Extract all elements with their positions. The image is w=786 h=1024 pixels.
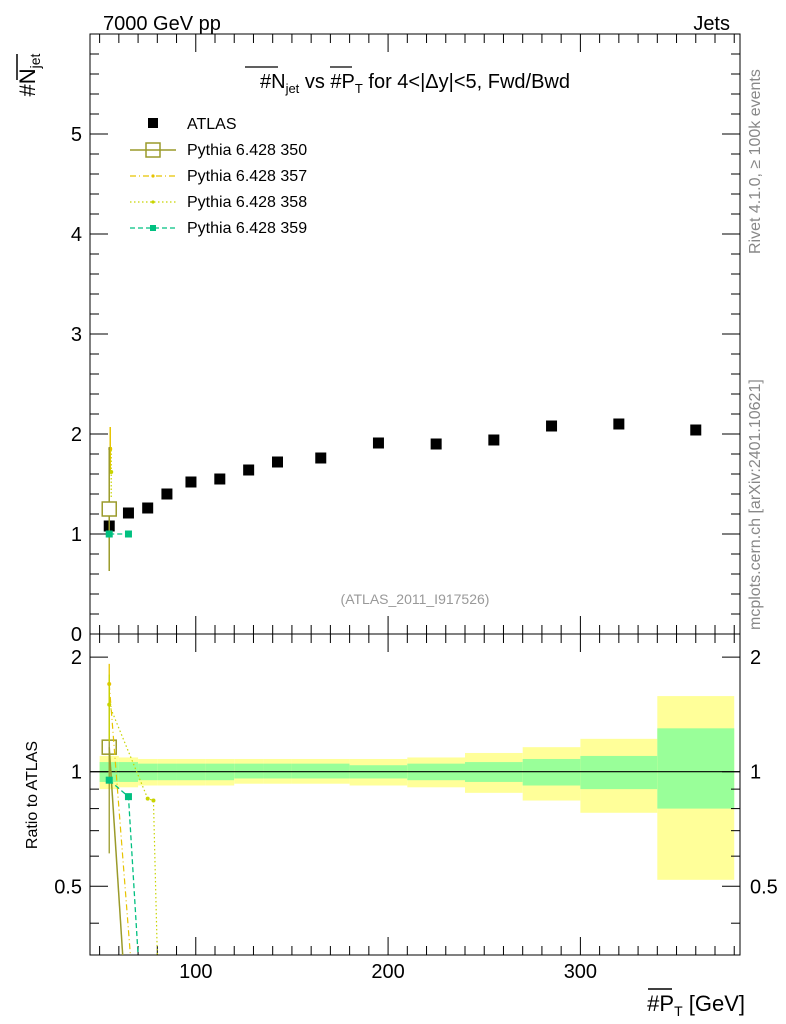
x-tick-label: 200 (371, 961, 404, 983)
atlas-data-point (243, 464, 255, 476)
ratio-y-tick-label-right: 0.5 (750, 876, 778, 898)
ratio-y-tick-label: 0.5 (54, 876, 82, 898)
atlas-data-point (122, 507, 134, 519)
pythia-350-point (101, 501, 117, 517)
main-y-axis: 1 2 3 4 5 0 (71, 33, 740, 646)
side-label-top: Rivet 4.1.0, ≥ 100k events (747, 69, 764, 254)
plot-title-part-2: jet (285, 81, 300, 96)
y-tick-label: 4 (71, 224, 82, 246)
ratio-y-tick-label: 1 (71, 762, 82, 784)
pythia-359-point (124, 530, 132, 538)
legend-label-359: Pythia 6.428 359 (187, 220, 307, 237)
atlas-data-point (613, 418, 625, 430)
ratio-y-axis-label: Ratio to ATLAS (24, 741, 41, 849)
uncertainty-band-inner (263, 763, 292, 779)
atlas-data-point (142, 502, 154, 514)
legend-marker-350 (145, 142, 161, 158)
atlas-data-point (372, 437, 384, 449)
plot-title-part-3: vs #P (299, 71, 355, 93)
atlas-data-point (214, 473, 226, 485)
legend-label-358: Pythia 6.428 358 (187, 194, 307, 211)
uncertainty-band-inner (657, 728, 735, 809)
atlas-data-point (690, 424, 702, 436)
x-axis-label-sub: T (674, 1003, 683, 1019)
plot-title-part-5: for 4<|Δy|<5, Fwd/Bwd (363, 71, 570, 93)
x-axis-label-main: #P (647, 991, 674, 1016)
ratio-point-358 (107, 702, 112, 707)
main-y-axis-label: #Njet (15, 53, 43, 96)
y-tick-label-zero: 0 (71, 624, 82, 646)
main-y-axis-label-main: #N (15, 68, 40, 96)
header-left: 7000 GeV pp (103, 13, 221, 35)
legend-label-350: Pythia 6.428 350 (187, 142, 307, 159)
pythia-359-point (105, 530, 113, 538)
ratio-line-358 (108, 704, 158, 956)
atlas-data-point (430, 438, 442, 450)
legend-marker-358 (151, 200, 155, 204)
legend-marker-359 (150, 225, 156, 231)
plot-title-part-1: #N (260, 71, 286, 93)
ratio-line-357 (108, 683, 131, 956)
analysis-id: (ATLAS_2011_I917526) (341, 591, 490, 607)
main-y-axis-label-sub: jet (27, 53, 43, 69)
legend-label-atlas: ATLAS (187, 116, 237, 133)
pythia-358-point (109, 470, 114, 474)
ratio-plot-panel: 0.5 0.5 1 1 2 2 100 200 300 Ratio to ATLAS #PT [… (24, 633, 778, 1019)
x-tick-label: 300 (564, 961, 597, 983)
ratio-point-359 (105, 776, 113, 784)
x-axis-label: #PT [GeV] (647, 991, 745, 1019)
x-tick-label: 100 (179, 961, 212, 983)
atlas-data-point (488, 434, 500, 446)
uncertainty-band-inner (291, 763, 350, 779)
ratio-y-tick-label: 2 (71, 647, 82, 669)
header-right: Jets (693, 13, 730, 35)
atlas-data-point (185, 476, 197, 488)
legend-marker-357 (151, 174, 155, 178)
uncertainty-band-inner (580, 755, 658, 790)
uncertainty-band-inner (234, 763, 264, 779)
ratio-point-358 (145, 796, 150, 801)
legend: ATLAS Pythia 6.428 350 Pythia 6.428 357 … (130, 116, 307, 237)
x-axis-label-unit: [GeV] (683, 991, 745, 1016)
atlas-data-point (161, 488, 173, 500)
plot-title-part-4: T (355, 81, 363, 96)
y-tick-label: 2 (71, 424, 82, 446)
ratio-y-tick-label-right: 2 (750, 647, 761, 669)
ratio-point-359 (124, 793, 132, 801)
y-tick-label: 5 (71, 124, 82, 146)
legend-marker-atlas (148, 118, 158, 128)
atlas-data-point (315, 452, 327, 464)
ratio-point-358 (151, 798, 156, 803)
ratio-plot-frame (89, 633, 741, 956)
atlas-data-point (272, 456, 283, 468)
side-label-bottom: mcplots.cern.ch [arXiv:2401.10621] (747, 379, 764, 630)
ratio-y-tick-label-right: 1 (750, 762, 761, 784)
y-tick-label: 1 (71, 524, 82, 546)
plot-title: #Njet vs #PT for 4<|Δy|<5, Fwd/Bwd (260, 71, 570, 96)
y-tick-label: 3 (71, 324, 82, 346)
atlas-data-point (546, 420, 558, 432)
ratio-axes: 0.5 0.5 1 1 2 2 100 200 300 (54, 634, 778, 983)
legend-label-357: Pythia 6.428 357 (187, 168, 307, 185)
